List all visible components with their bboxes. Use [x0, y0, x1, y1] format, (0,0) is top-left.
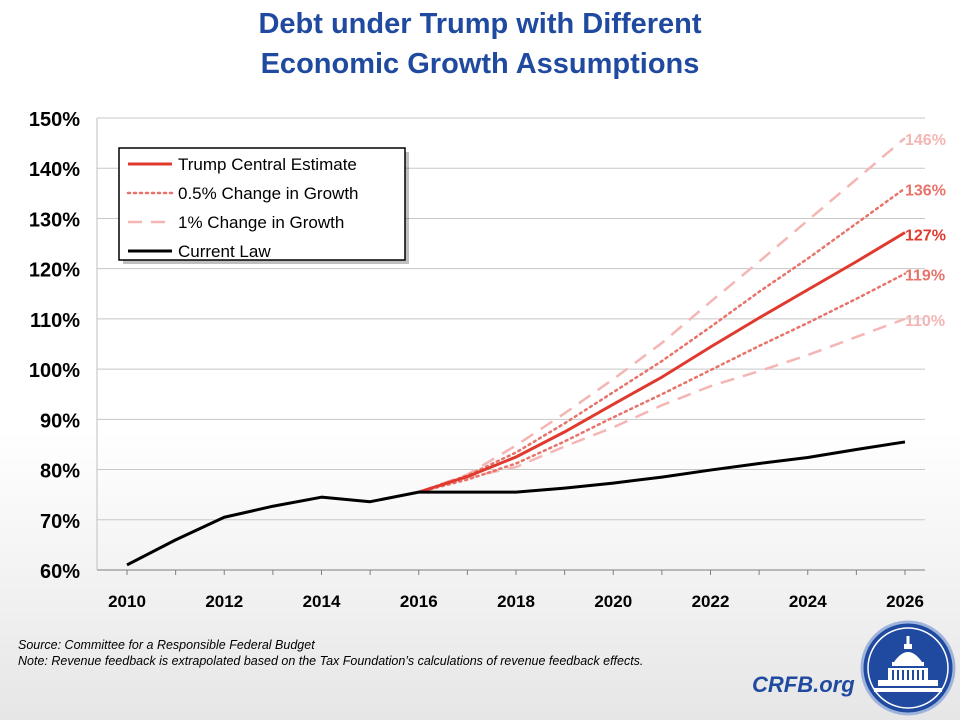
- revenue-note: Note: Revenue feedback is extrapolated b…: [18, 654, 644, 668]
- y-tick-label: 60%: [40, 561, 80, 583]
- y-tick-label: 90%: [40, 410, 80, 432]
- series-line-0-5-change-in-growth: [417, 272, 907, 494]
- x-tick-label: 2016: [400, 592, 438, 611]
- series-line-0-5-change-in-growth-upper: [417, 187, 907, 494]
- x-tick-label: 2012: [205, 592, 243, 611]
- x-tick-label: 2020: [594, 592, 632, 611]
- legend-box: [118, 147, 406, 261]
- x-tick-label: 2026: [886, 592, 924, 611]
- end-value-label: 127%: [905, 228, 946, 245]
- series-line-1-change-in-growth: [418, 317, 906, 494]
- y-tick-label: 110%: [30, 310, 80, 332]
- end-value-label: 136%: [905, 182, 946, 199]
- y-tick-label: 140%: [29, 159, 80, 181]
- series-line-trump-central-estimate: [418, 231, 906, 494]
- series-line-current-law: [126, 440, 906, 567]
- x-tick-label: 2010: [108, 592, 146, 611]
- source-note: Source: Committee for a Responsible Fede…: [18, 638, 315, 652]
- chart-title-line-1: Debt under Trump with Different: [258, 8, 702, 40]
- x-tick-label: 2024: [789, 592, 827, 611]
- y-tick-label: 80%: [40, 461, 80, 483]
- legend-label: Current Law: [178, 242, 271, 261]
- end-value-label: 110%: [905, 313, 945, 330]
- legend-label: 0.5% Change in Growth: [178, 184, 359, 203]
- chart-title: Debt under Trump with Different Economic…: [0, 4, 960, 84]
- y-tick-label: 150%: [29, 109, 80, 131]
- y-tick-label: 100%: [29, 360, 80, 382]
- y-tick-label: 120%: [29, 260, 80, 282]
- y-tick-label: 130%: [29, 209, 80, 231]
- debt-line-chart: 60% 70% 80% 90% 100% 110% 120% 130% 140% 150% 2010…: [29, 109, 946, 611]
- y-tick-label: 70%: [40, 511, 80, 533]
- chart-title-line-2: Economic Growth Assumptions: [260, 48, 700, 80]
- series-line-1-change-in-growth-upper: [418, 137, 906, 494]
- legend-label: 1% Change in Growth: [178, 213, 344, 232]
- footnote: Source: Committee for a Responsible Fede…: [18, 637, 718, 669]
- end-value-label: 146%: [905, 132, 946, 149]
- x-tick-label: 2018: [497, 592, 535, 611]
- legend-label: Trump Central Estimate: [178, 155, 357, 174]
- capitol-seal-logo: [860, 620, 956, 716]
- end-value-label: 119%: [905, 268, 945, 285]
- x-tick-label: 2022: [692, 592, 730, 611]
- x-tick-label: 2014: [303, 592, 341, 611]
- crfb-brand-link[interactable]: CRFB.org: [752, 672, 855, 697]
